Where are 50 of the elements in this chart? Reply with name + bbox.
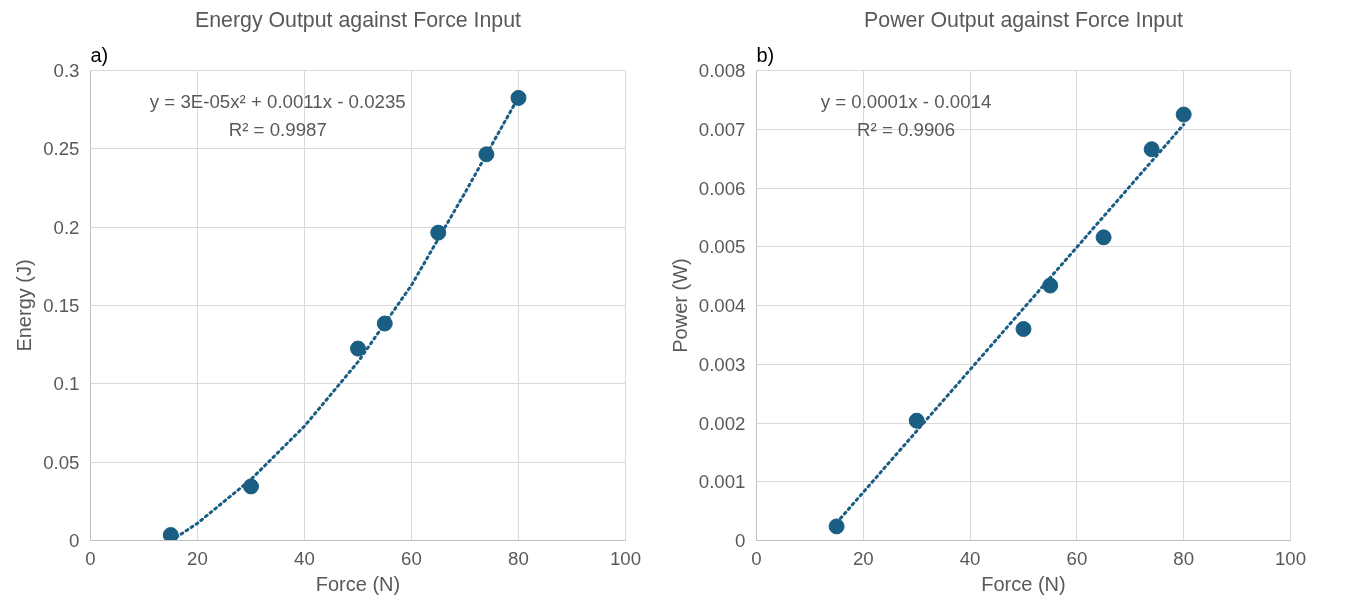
point xyxy=(350,340,366,357)
y-tick-label: 0.1 xyxy=(53,373,80,395)
chart-title: Power Output against Force Input xyxy=(864,7,1184,32)
y-axis-title: Power (W) xyxy=(668,258,691,353)
y-tick-label: 0.002 xyxy=(698,412,746,434)
point xyxy=(510,89,527,106)
x-tick-label: 100 xyxy=(1274,547,1307,569)
x-tick-label: 80 xyxy=(508,547,529,569)
y-tick-label: 0.004 xyxy=(698,295,746,316)
x-tick-label: 0 xyxy=(85,547,96,569)
text: a) xyxy=(90,43,109,66)
y-tick-label: 0.005 xyxy=(698,236,746,258)
point xyxy=(1015,321,1032,337)
x-tick-label: 0 xyxy=(751,547,762,569)
point xyxy=(243,478,259,495)
y-tick-label: 0.3 xyxy=(53,60,80,81)
point xyxy=(1175,106,1192,123)
x-tick-label: 80 xyxy=(1173,547,1195,569)
x-tick-label: 20 xyxy=(187,547,208,569)
text: b) xyxy=(756,43,775,66)
chart-title: Energy Output against Force Input xyxy=(194,7,522,32)
y-tick-label: 0.25 xyxy=(43,138,80,160)
point xyxy=(1143,141,1160,158)
point xyxy=(162,527,179,541)
annotation: R² = 0.9987 xyxy=(228,118,327,140)
y-tick-label: 0.007 xyxy=(698,118,746,140)
x-tick-label: 100 xyxy=(609,547,642,569)
y-tick-label: 0.2 xyxy=(53,216,80,238)
point xyxy=(1095,229,1112,246)
y-tick-label: 0 xyxy=(735,530,746,551)
x-tick-label: 40 xyxy=(959,547,981,569)
point xyxy=(908,412,925,429)
x-axis-title: Force (N) xyxy=(315,572,401,595)
x-tick-label: 20 xyxy=(852,547,874,569)
y-tick-label: 0.001 xyxy=(698,471,746,493)
y-axis-title: Energy (J) xyxy=(13,259,36,352)
annotation: R² = 0.9906 xyxy=(857,118,956,140)
point xyxy=(828,518,845,535)
annotation: y = 0.0001x - 0.0014 xyxy=(820,90,992,112)
y-tick-label: 0.003 xyxy=(698,353,746,375)
y-tick-label: 0.008 xyxy=(698,60,746,81)
y-tick-label: 0.15 xyxy=(43,295,80,316)
x-tick-label: 60 xyxy=(401,547,422,569)
y-tick-label: 0 xyxy=(69,530,80,551)
x-axis-title: Force (N) xyxy=(981,572,1066,595)
annotation: y = 3E-05x² + 0.0011x - 0.0235 xyxy=(149,90,406,112)
y-tick-label: 0.05 xyxy=(43,451,80,473)
x-tick-label: 40 xyxy=(294,547,315,569)
y-tick-label: 0.006 xyxy=(698,177,746,199)
x-tick-label: 60 xyxy=(1066,547,1088,569)
